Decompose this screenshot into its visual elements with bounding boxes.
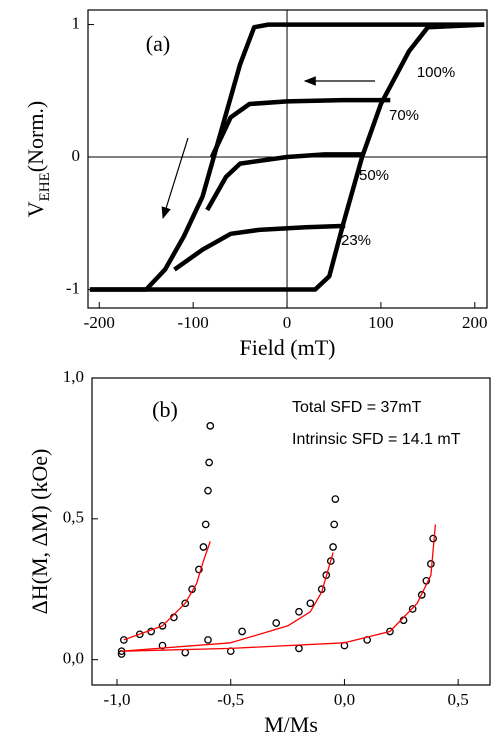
data-line — [89, 22, 485, 292]
arrow — [161, 137, 189, 220]
y-axis-label: VEHE(Norm.) — [23, 101, 53, 218]
data-line — [205, 152, 364, 212]
data-point — [417, 591, 426, 599]
data-point — [272, 619, 281, 627]
x-tick-label: 200 — [462, 313, 488, 332]
data-point — [204, 486, 212, 495]
annotation: 100% — [417, 64, 455, 81]
y-axis-label-part: ΔH(M, ΔM) (kOe) — [27, 449, 52, 615]
plot-frame — [91, 377, 491, 686]
data-line — [209, 97, 391, 158]
y-axis-label-part: V — [23, 201, 48, 217]
x-tick-label: -200 — [84, 313, 115, 332]
data-point — [427, 560, 435, 568]
data-point — [408, 605, 417, 613]
data-point — [135, 630, 144, 639]
x-axis-label: Field (mT) — [240, 335, 336, 360]
data-point — [158, 641, 167, 650]
x-axis-label: M/Ms — [264, 712, 318, 737]
data-point — [119, 636, 128, 644]
data-point — [117, 650, 126, 658]
data-point — [195, 565, 203, 574]
data-point — [201, 520, 210, 529]
annotation: 70% — [389, 107, 419, 124]
data-point — [205, 458, 213, 467]
y-axis-label-part: (Norm.) — [23, 101, 48, 172]
panel-label: (a) — [146, 31, 170, 56]
panel-label: (b) — [152, 397, 178, 422]
x-tick-label: -1,0 — [104, 690, 131, 709]
data-line — [173, 223, 346, 272]
y-axis-label-part: EHE — [37, 172, 53, 201]
y-tick-label: 0,5 — [63, 508, 84, 527]
x-tick-label: 0,0 — [334, 690, 355, 709]
data-line — [121, 552, 334, 652]
annotation: Total SFD = 37mT — [292, 399, 422, 416]
y-tick-label: -1 — [66, 278, 80, 297]
data-point — [386, 627, 394, 636]
x-tick-label: -0,5 — [217, 690, 244, 709]
data-point — [326, 557, 335, 565]
annotation: 50% — [359, 167, 389, 184]
data-point — [206, 422, 215, 430]
data-line — [123, 541, 211, 641]
data-point — [199, 543, 208, 551]
data-point — [158, 622, 167, 630]
data-line — [121, 524, 437, 652]
x-tick-label: 0,5 — [448, 690, 469, 709]
y-tick-label: 0 — [72, 146, 81, 165]
data-point — [331, 495, 340, 503]
x-tick-label: 0 — [283, 313, 292, 332]
data-point — [295, 607, 303, 616]
data-point — [330, 520, 339, 529]
data-line — [89, 22, 485, 292]
x-tick-label: 100 — [368, 313, 394, 332]
x-tick-label: -100 — [178, 313, 209, 332]
annotation: Intrinsic SFD = 14.1 mT — [292, 431, 461, 448]
annotation: 23% — [341, 232, 371, 249]
y-tick-label: 1,0 — [63, 367, 84, 386]
y-tick-label: 1 — [72, 13, 81, 32]
data-point — [204, 636, 212, 644]
y-tick-label: 0,0 — [63, 649, 84, 668]
y-axis-label: ΔH(M, ΔM) (kOe) — [27, 449, 52, 615]
data-point — [329, 543, 337, 551]
data-point — [429, 534, 437, 543]
data-point — [181, 648, 190, 657]
data-point — [306, 599, 315, 608]
data-point — [238, 627, 246, 636]
data-point — [181, 599, 190, 608]
data-point — [295, 644, 303, 653]
